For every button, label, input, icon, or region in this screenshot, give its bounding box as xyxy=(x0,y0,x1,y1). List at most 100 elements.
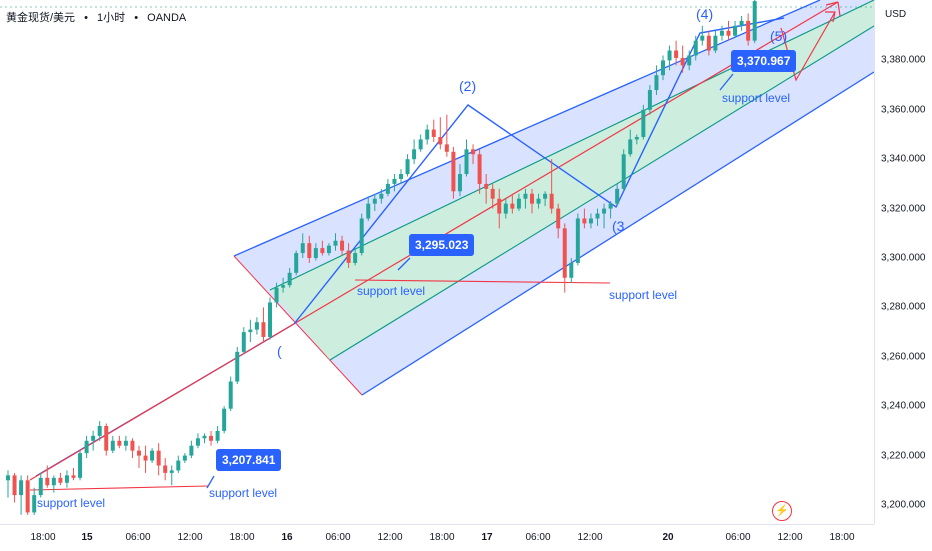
candle-body xyxy=(549,193,554,209)
candle-body xyxy=(399,174,403,179)
price-tick: 3,260.000 xyxy=(881,351,926,363)
candle-body xyxy=(274,287,279,303)
candle-body xyxy=(287,272,292,286)
candle-body xyxy=(595,213,600,219)
candle-body xyxy=(340,240,345,251)
candle-body xyxy=(693,40,698,56)
price-tick: 3,380.000 xyxy=(881,54,926,66)
candle-body xyxy=(189,445,194,456)
candle-body xyxy=(195,438,200,446)
currency-label[interactable]: USD xyxy=(885,9,907,20)
candle-body xyxy=(268,302,272,338)
candle-body xyxy=(516,198,521,209)
lightning-icon[interactable]: ⚡ xyxy=(772,501,792,521)
time-tick: 18:00 xyxy=(829,532,855,543)
candle-body xyxy=(372,198,377,204)
support-label-2: support level xyxy=(209,486,278,500)
candle-body xyxy=(674,50,679,58)
wave-label-3: (3 xyxy=(612,218,625,234)
chart-area[interactable]: 黄金现货/美元 • 1小时 • OANDA (2) (4) (5) (3 ( 3… xyxy=(0,0,874,524)
candle-body xyxy=(215,430,220,441)
interval: 1小时 xyxy=(97,12,126,24)
red-arrow-head-a xyxy=(825,1,839,6)
data-source: OANDA xyxy=(147,12,187,24)
candle-body xyxy=(137,450,141,456)
time-tick: 12:00 xyxy=(777,532,803,543)
candle-body xyxy=(202,435,207,439)
candle-body xyxy=(84,440,89,454)
candle-body xyxy=(25,480,30,513)
wave-label-1: ( xyxy=(277,343,282,359)
outer-channel-left xyxy=(233,255,363,396)
candle-body xyxy=(359,218,364,254)
time-axis[interactable]: 18:00 15 06:00 12:00 18:00 16 06:00 12:00 18:00 1… xyxy=(0,524,874,551)
candle-body xyxy=(228,381,233,409)
candle-body xyxy=(647,90,652,110)
time-tick: 20 xyxy=(662,532,674,543)
outer-channel-top xyxy=(233,0,821,257)
candles xyxy=(6,0,757,515)
candle-body xyxy=(608,203,613,209)
candle-body xyxy=(326,245,331,254)
projection-arrow-head xyxy=(825,11,836,23)
time-tick: 17 xyxy=(481,532,493,543)
chart-canvas[interactable] xyxy=(0,0,874,524)
candle-body xyxy=(713,35,718,51)
candle-body xyxy=(209,435,214,441)
candle-body xyxy=(366,203,371,219)
candle-body xyxy=(451,151,456,192)
outer-channel-bottom xyxy=(361,71,874,396)
candle-body xyxy=(222,408,227,431)
support-label-5: support level xyxy=(722,91,791,105)
support-line-2 xyxy=(354,279,611,284)
price-label-3370[interactable]: 3,370.967 xyxy=(731,50,797,72)
candle-body xyxy=(726,30,731,36)
candle-body xyxy=(150,450,155,461)
candle-body xyxy=(254,322,259,330)
candle-body xyxy=(700,35,705,41)
candle-body xyxy=(156,450,161,466)
time-tick: 18:00 xyxy=(229,532,255,543)
candle-body xyxy=(444,144,449,152)
candle-body xyxy=(523,193,528,199)
price-tick: 3,340.000 xyxy=(881,153,926,165)
support-label-1: support level xyxy=(37,496,106,510)
red-arrow-head-b xyxy=(837,1,841,17)
inner-channel-top xyxy=(269,0,874,291)
candle-body xyxy=(333,240,338,246)
candle-body xyxy=(163,465,168,473)
candle-body xyxy=(477,154,482,184)
candle-body xyxy=(569,262,574,278)
candle-body xyxy=(543,193,548,199)
symbol-title[interactable]: 黄金现货/美元 • 1小时 • OANDA xyxy=(6,9,186,25)
candle-body xyxy=(634,136,639,140)
inner-channel-bottom xyxy=(329,25,874,361)
candle-body xyxy=(490,188,495,199)
candle-body xyxy=(706,35,711,51)
candle-body xyxy=(182,455,187,461)
wave-label-5: (5) xyxy=(770,28,788,44)
candle-body xyxy=(346,250,351,263)
candle-body xyxy=(457,174,462,192)
candle-body xyxy=(281,285,286,288)
time-tick: 18:00 xyxy=(30,532,56,543)
separator: • xyxy=(134,12,139,24)
candle-body xyxy=(45,477,50,486)
candle-body xyxy=(32,495,37,513)
candle-body xyxy=(530,193,534,204)
price-label-3295[interactable]: 3,295.023 xyxy=(409,234,475,256)
candle-body xyxy=(484,183,489,189)
time-tick: 12:00 xyxy=(377,532,403,543)
symbol-name: 黄金现货/美元 xyxy=(6,12,76,24)
price-label-3207[interactable]: 3,207.841 xyxy=(216,449,282,471)
candle-body xyxy=(661,60,665,76)
candle-body xyxy=(497,198,502,214)
candle-body xyxy=(169,470,174,473)
candle-body xyxy=(71,475,76,478)
price-axis[interactable]: USD 3,380.000 3,360.000 3,340.000 3,320.000… xyxy=(874,0,932,524)
candle-body xyxy=(628,139,633,155)
support-label-4: support level xyxy=(609,288,678,302)
candle-body xyxy=(412,149,417,160)
candle-body xyxy=(752,1,757,41)
time-tick: 06:00 xyxy=(725,532,751,543)
